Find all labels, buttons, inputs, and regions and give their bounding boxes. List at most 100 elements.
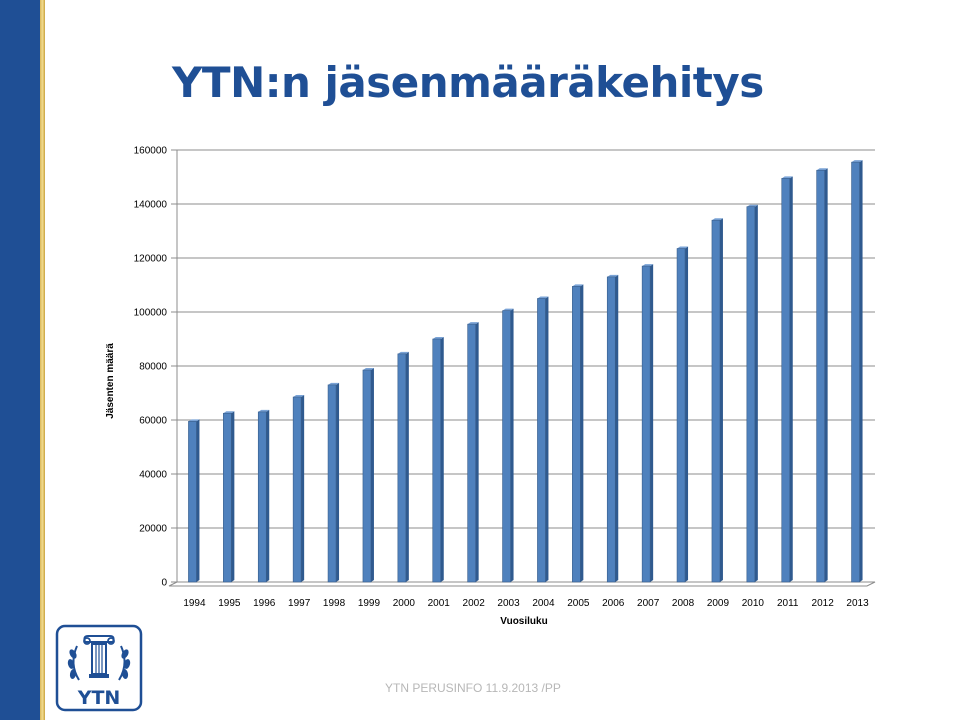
chart-floor: [168, 581, 876, 587]
member-count-chart: 0 20000 40000 60000 80000 100000 120000 140000 1…: [105, 146, 876, 627]
bar-top: [746, 204, 758, 207]
bar-side: [615, 274, 619, 582]
x-tick-label: 1999: [358, 598, 381, 609]
bar-top: [328, 382, 340, 385]
logo-text: YTN: [77, 687, 121, 709]
bar-side: [370, 368, 374, 582]
y-tick-label: 20000: [139, 524, 167, 535]
bar-front: [641, 265, 651, 583]
bar-2008: [676, 246, 689, 583]
x-tick-label: 2006: [602, 598, 625, 609]
bar-top: [607, 274, 619, 277]
x-tick-label: 2011: [777, 598, 799, 609]
bar-2011: [781, 176, 793, 583]
bar-front: [851, 161, 860, 583]
bar-side: [440, 337, 444, 582]
bar-top: [362, 368, 374, 371]
bar-1998: [327, 382, 340, 583]
bar-side: [545, 296, 549, 582]
bar-top: [502, 308, 514, 311]
bar-front: [711, 219, 721, 583]
bar-front: [223, 412, 232, 583]
x-tick-label: 2002: [463, 598, 486, 609]
bar-side: [685, 246, 689, 583]
bar-front: [397, 353, 407, 583]
x-tick-label: 2004: [532, 598, 555, 609]
y-tick-label: 120000: [134, 254, 168, 265]
bar-front: [432, 338, 442, 583]
x-tick-label: 2007: [637, 598, 660, 609]
bar-top: [537, 296, 549, 299]
bar-2013: [851, 160, 863, 583]
bar-front: [606, 276, 616, 583]
x-tick-label: 2000: [393, 598, 416, 609]
bar-front: [467, 323, 476, 583]
bars: [188, 160, 863, 583]
bar-front: [572, 286, 581, 583]
bar-top: [851, 160, 863, 163]
bar-side: [475, 322, 479, 582]
bar-top: [223, 411, 235, 414]
y-axis-label: Jäsenten määrä: [105, 343, 116, 419]
bar-top: [293, 395, 305, 398]
bar-front: [292, 396, 302, 583]
x-tick-label: 2010: [742, 598, 765, 609]
bar-2002: [467, 322, 479, 583]
bar-front: [502, 310, 511, 583]
bar-front: [676, 248, 686, 583]
bar-side: [650, 264, 654, 582]
y-tick-label: 60000: [139, 416, 167, 427]
bar-top: [816, 168, 828, 171]
y-tick-labels: 0 20000 40000 60000 80000 100000 120000 140000 1…: [134, 146, 168, 589]
bar-top: [397, 351, 409, 354]
ytn-logo: YTN: [55, 624, 143, 717]
x-tick-label: 2013: [846, 598, 869, 609]
y-tick-label: 160000: [134, 146, 168, 157]
bar-front: [257, 411, 267, 583]
bar-top: [781, 176, 793, 179]
x-tick-label: 1998: [323, 598, 346, 609]
bar-2000: [397, 351, 409, 583]
bar-front: [537, 298, 546, 583]
bar-2009: [711, 218, 723, 583]
bar-side: [580, 284, 584, 582]
bar-2006: [606, 274, 619, 583]
bar-2001: [432, 337, 444, 583]
bar-side: [754, 204, 758, 582]
x-tick-label: 2012: [812, 598, 835, 609]
slide-title: YTN:n jäsenmääräkehitys: [172, 58, 764, 107]
bar-front: [362, 369, 372, 583]
bar-1997: [292, 395, 305, 583]
x-tick-label: 2003: [497, 598, 520, 609]
bar-front: [816, 169, 825, 583]
bar-top: [258, 409, 270, 412]
bar-top: [467, 322, 479, 325]
bar-2003: [502, 308, 514, 583]
bar-side: [510, 308, 514, 582]
bar-side: [789, 176, 793, 582]
bar-side: [719, 218, 723, 582]
x-tick-label: 2008: [672, 598, 695, 609]
bar-top: [188, 419, 200, 422]
left-gold-stripe: [40, 0, 45, 720]
bar-front: [746, 206, 756, 583]
x-tick-label: 2005: [567, 598, 590, 609]
x-tick-label: 1995: [218, 598, 241, 609]
bar-front: [781, 178, 791, 583]
slide-footer: YTN PERUSINFO 11.9.2013 /PP: [385, 681, 561, 695]
bar-front: [327, 384, 337, 583]
bar-top: [432, 337, 444, 339]
bar-side: [301, 395, 305, 582]
x-tick-label: 1994: [183, 598, 206, 609]
bar-1996: [257, 409, 270, 583]
bar-1994: [188, 419, 200, 583]
bar-2005: [572, 284, 584, 583]
x-tick-label: 2001: [428, 598, 451, 609]
bar-top: [572, 284, 584, 287]
bar-side: [824, 168, 828, 582]
bar-side: [336, 382, 340, 582]
bar-side: [266, 409, 270, 582]
bar-2007: [641, 264, 654, 583]
bar-side: [196, 419, 200, 582]
bar-side: [859, 160, 863, 582]
